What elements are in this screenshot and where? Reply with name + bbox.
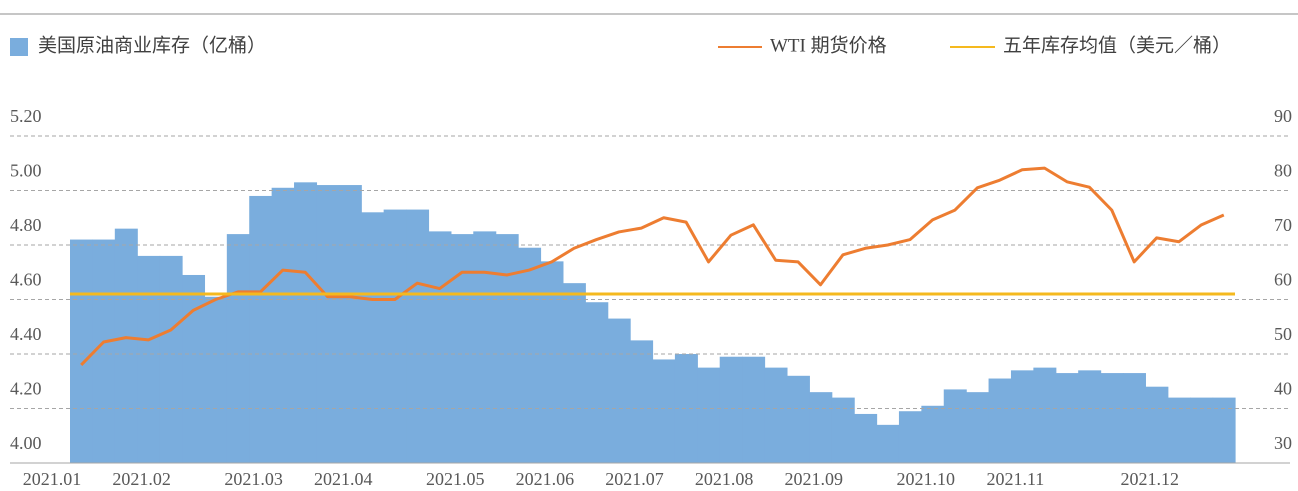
legend-label: 美国原油商业库存（亿桶）: [38, 34, 266, 56]
bar: [271, 187, 295, 463]
bar: [1190, 397, 1214, 463]
y2-tick-label: 90: [1274, 106, 1292, 126]
bar: [1122, 373, 1146, 463]
legend-label: 五年库存均值（美元／桶）: [1003, 34, 1231, 56]
x-tick-label: 2021.01: [23, 469, 82, 489]
bar: [1100, 373, 1124, 463]
y2-tick-label: 50: [1274, 324, 1292, 344]
x-tick-label: 2021.09: [784, 469, 843, 489]
y-tick-label: 4.00: [10, 433, 42, 453]
bar: [540, 261, 564, 463]
bar: [294, 182, 318, 463]
x-tick-label: 2021.07: [605, 469, 664, 489]
bar: [921, 405, 945, 463]
bar: [361, 212, 385, 463]
bar: [898, 411, 922, 463]
y-tick-label: 4.20: [10, 379, 42, 399]
bar: [316, 185, 340, 464]
bar: [854, 413, 878, 463]
bar: [204, 296, 228, 463]
legend-label: WTI 期货价格: [770, 34, 887, 56]
bar: [473, 231, 497, 463]
y-tick-label: 4.40: [10, 324, 42, 344]
bar: [943, 389, 967, 463]
bar: [428, 231, 452, 463]
x-tick-label: 2021.10: [897, 469, 956, 489]
bar: [562, 283, 586, 463]
bar: [831, 397, 855, 463]
bar: [1167, 397, 1191, 463]
x-tick-label: 2021.12: [1121, 469, 1180, 489]
bar: [1145, 386, 1169, 463]
bar: [1010, 370, 1034, 463]
x-tick-label: 2021.02: [112, 469, 171, 489]
y-tick-label: 5.00: [10, 161, 42, 181]
bar: [70, 239, 94, 463]
bar: [249, 195, 273, 463]
y2-tick-label: 30: [1274, 433, 1292, 453]
x-tick-label: 2021.04: [314, 469, 373, 489]
bar: [697, 367, 721, 463]
y-tick-label: 5.20: [10, 106, 42, 126]
bar: [585, 302, 609, 463]
bar: [1055, 373, 1079, 463]
bar: [182, 274, 206, 463]
y2-tick-label: 80: [1274, 161, 1292, 181]
bar: [674, 354, 698, 463]
y2-tick-label: 40: [1274, 379, 1292, 399]
bar: [226, 234, 250, 463]
bar: [1212, 397, 1236, 463]
y2-tick-label: 70: [1274, 215, 1292, 235]
x-tick-label: 2021.03: [224, 469, 283, 489]
bar: [114, 228, 138, 463]
bar: [630, 340, 654, 463]
x-tick-label: 2021.06: [516, 469, 575, 489]
bar: [764, 367, 788, 463]
bar: [742, 356, 766, 463]
y-tick-label: 4.80: [10, 215, 42, 235]
y-tick-label: 4.60: [10, 270, 42, 290]
bar: [518, 247, 542, 463]
bar: [450, 234, 474, 463]
bar: [966, 392, 990, 463]
bar: [1078, 370, 1102, 463]
bar: [406, 209, 430, 463]
bar: [607, 318, 631, 463]
bar: [719, 356, 743, 463]
x-tick-label: 2021.11: [986, 469, 1044, 489]
x-tick-label: 2021.05: [426, 469, 485, 489]
x-tick-label: 2021.08: [695, 469, 754, 489]
bar: [988, 378, 1012, 463]
bar: [876, 424, 900, 463]
y2-tick-label: 60: [1274, 270, 1292, 290]
bar: [159, 255, 183, 463]
bar: [338, 185, 362, 464]
bar: [652, 359, 676, 463]
legend-swatch: [10, 38, 28, 56]
bar: [786, 375, 810, 463]
price-line: [80, 166, 1225, 366]
bar: [1033, 367, 1057, 463]
bar: [137, 255, 161, 463]
bar: [495, 234, 519, 463]
bar: [383, 209, 407, 463]
bar: [809, 392, 833, 463]
